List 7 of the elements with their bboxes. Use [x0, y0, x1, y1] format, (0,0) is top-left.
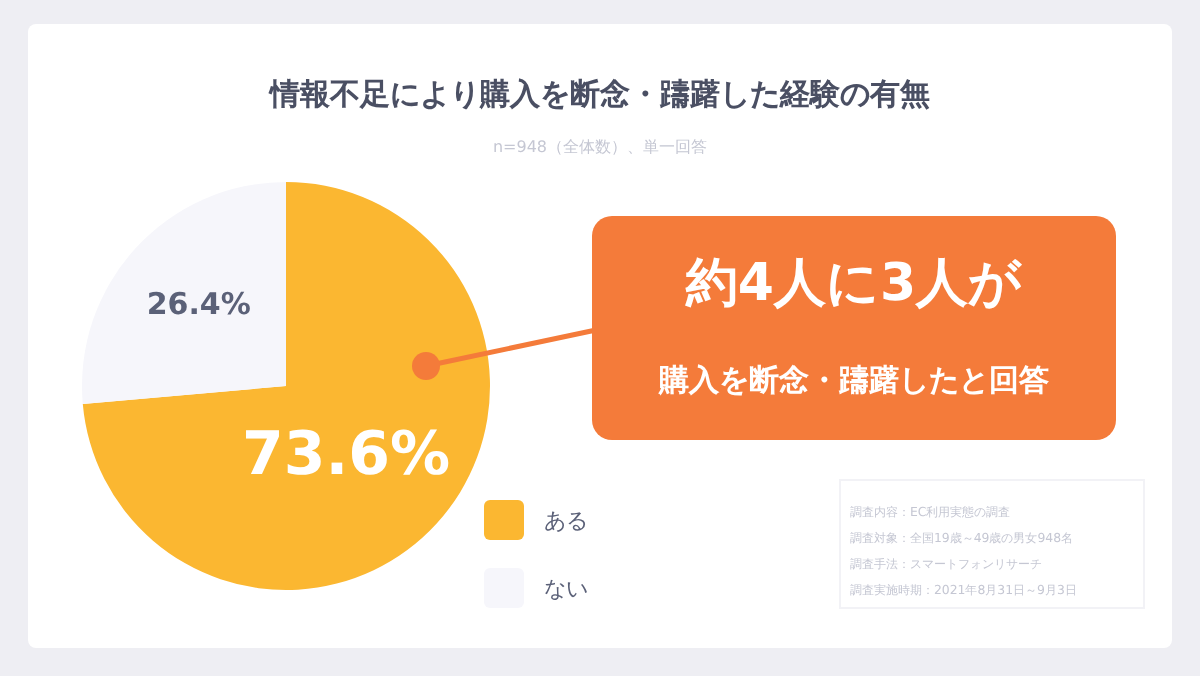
- text: 購入を断念・躊躇したと回答: [657, 362, 1049, 398]
- data-label: 26.4%: [146, 286, 251, 323]
- legend-label: ある: [544, 508, 588, 534]
- text: 約4人に3人が: [683, 254, 1025, 314]
- data-label: 73.6%: [241, 420, 451, 491]
- chart-title: 情報不足により購入を断念・躊躇した経験の有無: [268, 76, 930, 112]
- legend-label: ない: [544, 576, 588, 602]
